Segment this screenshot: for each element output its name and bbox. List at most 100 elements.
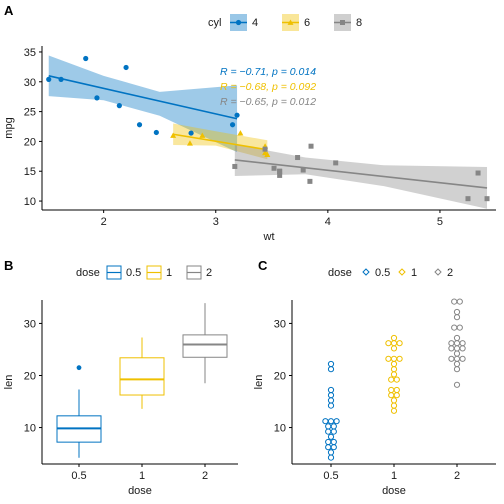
point-4 [234,112,240,118]
c-x-tick-label: 1 [391,470,397,482]
point-8 [295,155,301,161]
legend-a: cyl 4 6 8 [208,14,362,31]
legend-b-entry: 2 [206,267,212,279]
point-4 [136,122,143,128]
dot-1 [390,334,398,342]
legend-c-entry: 1 [411,267,417,279]
c-y-tick-label: 20 [274,370,286,382]
panel-tag-a: A [4,3,14,18]
legend-c-key [398,268,406,276]
a-x-tick-label: 5 [437,216,443,228]
a-y-tick-label: 10 [24,196,36,208]
box-2 [182,334,228,358]
legend-c-entry: 2 [447,267,453,279]
dot-1 [388,386,395,394]
dot-2 [459,345,466,352]
dot-1 [393,392,400,399]
point-6 [264,151,271,157]
a-y-tick-label: 20 [24,136,36,148]
dot-0.5 [330,428,337,435]
a-x-tick-label: 2 [101,216,107,228]
dot-1 [390,402,398,409]
dot-2 [453,350,461,357]
annotation-6: R = −0.68, p = 0.092 [220,81,316,93]
dot-1 [390,397,398,404]
point-6 [237,130,244,136]
point-8 [271,165,277,171]
point-4 [153,129,159,136]
dot-2 [453,340,461,347]
a-y-tick-label: 25 [24,107,36,119]
point-4 [188,130,194,136]
point-6 [170,132,177,138]
a-y-tick-label: 15 [24,166,36,178]
dot-2 [459,340,466,347]
a-x-tick-label: 3 [213,216,219,228]
dot-0.5 [327,454,335,461]
a-y-tick-label: 30 [24,77,36,89]
dot-0.5 [333,418,340,425]
dot-0.5 [325,423,332,430]
dot-1 [388,376,395,383]
point-8 [232,163,238,169]
dot-1 [396,355,403,362]
point-4 [94,95,100,101]
dot-1 [393,386,400,394]
dot-2 [448,355,455,362]
dot-0.5 [322,418,329,425]
c-x-axis-label: dose [382,485,406,497]
dot-1 [393,376,400,383]
c-x-tick-label: 0.5 [323,470,338,482]
b-y-tick-label: 30 [24,318,36,330]
b-y-tick-label: 20 [24,370,36,382]
dot-0.5 [327,366,335,373]
chart-panel-b: dose 0.5 1 2 dose len 10 20 30 0.5 1 2 [3,265,238,497]
dot-2 [453,314,461,321]
dot-2 [451,324,458,331]
legend-b-title: dose [76,267,100,279]
point-8 [262,146,268,152]
point-4 [58,76,64,82]
dot-2 [453,381,461,388]
point-4 [229,122,236,128]
point-8 [277,172,283,178]
point-8 [475,170,481,176]
fit-line-6 [173,133,268,151]
legend-b: dose 0.5 1 2 [76,265,212,280]
dot-2 [451,298,458,305]
legend-a-title: cyl [208,17,221,29]
point-8 [333,160,339,166]
legend-a-key-marker [287,19,294,25]
a-x-tick-label: 4 [325,216,331,228]
dot-0.5 [327,418,335,425]
dot-0.5 [330,444,337,451]
point-8 [308,143,314,149]
legend-c-entry: 0.5 [375,267,390,279]
panel-tag-c: C [258,258,268,273]
chart-panel-c: dose 0.5 1 2 dose len 10 20 30 0.5 1 2 [253,267,496,497]
chart-panel-a: cyl 4 6 8 R = −0.71, p = 0.014 R = −0.68, p =… [3,14,496,243]
dot-2 [453,334,461,342]
dot-0.5 [327,392,335,399]
dot-0.5 [330,423,337,430]
dot-2 [453,345,461,352]
dot-0.5 [327,386,335,394]
dot-0.5 [330,438,337,446]
b-x-tick-label: 2 [202,470,208,482]
point-6 [186,140,193,146]
dot-2 [453,366,461,373]
dot-1 [390,371,398,378]
c-y-tick-label: 30 [274,318,286,330]
dot-2 [448,340,455,347]
point-8 [465,196,471,202]
dot-1 [390,355,398,362]
legend-b-entry: 1 [166,267,172,279]
legend-c-key [434,268,442,276]
dot-2 [453,355,461,362]
dot-1 [388,392,395,399]
legend-b-entry: 0.5 [126,267,141,279]
dot-0.5 [325,428,332,435]
point-8 [307,178,313,184]
b-y-axis-label: len [3,375,15,390]
dot-0.5 [325,444,332,451]
